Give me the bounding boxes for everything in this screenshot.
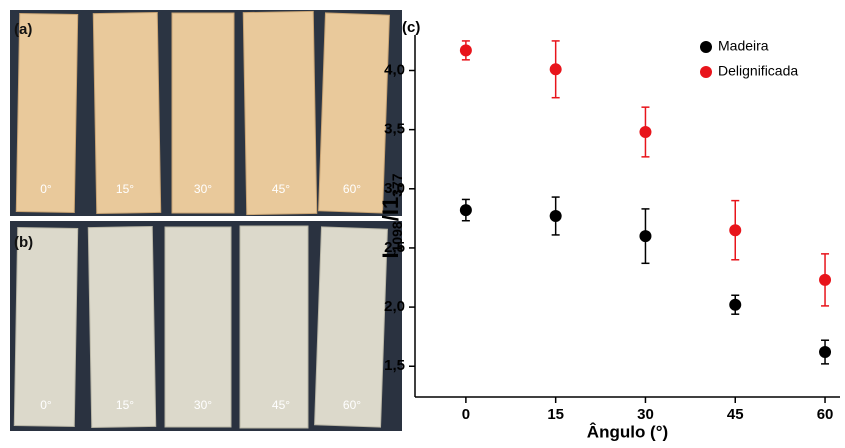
x-tick-label: 60 [817,406,834,423]
legend-label: Delignificada [718,63,798,79]
x-tick-label: 0 [462,406,470,423]
point [549,210,562,222]
x-tick-label: 30 [637,406,654,423]
point [729,298,742,311]
y-tick-label: 3,5 [384,121,405,138]
y-label-part: /I1 [378,197,403,221]
panel-label: (c) [402,19,420,36]
angle-label: 15° [116,398,134,412]
strips-b [13,225,388,429]
point [459,44,472,57]
x-axis-label: Ângulo (°) [587,422,668,441]
legend-marker [700,66,712,78]
point [639,230,652,243]
angle-label: 0° [40,398,52,412]
panel-label: (b) [14,234,33,251]
panel-label: (a) [14,21,32,38]
angle-label: 45° [272,398,290,412]
point [549,63,562,76]
y-tick-label: 3,0 [384,180,405,197]
photos [10,10,402,431]
y-tick-label: 4,0 [384,61,405,78]
point [729,224,742,237]
y-label-part: I [378,252,403,258]
legend-label: Madeira [718,38,769,54]
strips-a [15,10,390,216]
y-tick-label: 2,0 [384,298,405,315]
x-tick-label: 15 [547,406,564,423]
angle-label: 15° [116,182,134,196]
point [639,126,652,139]
point [819,273,832,286]
angle-label: 30° [194,398,212,412]
legend-marker [700,41,712,53]
angle-label: 0° [40,182,52,196]
point [819,346,832,359]
y-tick-label: 1,5 [384,357,405,374]
y-label-part: 1098 [389,221,405,252]
angle-label: 60° [343,182,361,196]
angle-label: 30° [194,182,212,196]
angle-label: 45° [272,182,290,196]
x-tick-label: 45 [727,406,744,423]
point [459,204,472,217]
angle-label: 60° [343,398,361,412]
y-tick-label: 2,5 [384,239,405,256]
y-label-part: 377 [389,173,405,197]
y-axis-label: I1098/I1377 [378,173,405,258]
